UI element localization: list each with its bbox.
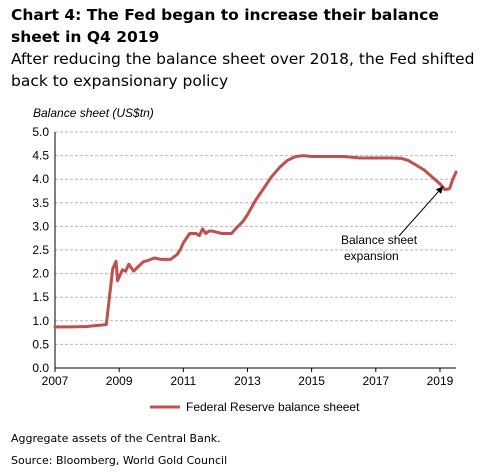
x-tick-label: 2007 — [42, 374, 69, 388]
footnote: Aggregate assets of the Central Bank. — [11, 432, 221, 445]
x-tick-label: 2019 — [427, 374, 454, 388]
annotation-arrowhead — [435, 186, 444, 194]
y-tick-label: 4.5 — [32, 149, 49, 163]
x-tick-label: 2017 — [362, 374, 389, 388]
y-tick-label: 4.0 — [32, 172, 49, 186]
y-tick-label: 1.5 — [32, 290, 49, 304]
series-group — [53, 154, 458, 329]
y-tick-labels: 0.0 0.5 1.0 1.5 2.0 2.5 3.0 3.5 4.0 4.5 5.0 — [32, 125, 49, 375]
y-tick-label: 2.5 — [32, 243, 49, 257]
y-tick-label: 2.0 — [32, 267, 49, 281]
x-tick-label: 2009 — [106, 374, 133, 388]
y-tick-label: 3.0 — [32, 219, 49, 233]
annotation-arrow-line — [398, 185, 444, 237]
chart-title: Chart 4: The Fed began to increase their… — [11, 6, 439, 46]
y-tick-label: 0.5 — [32, 337, 49, 351]
x-tick-label: 2013 — [234, 374, 261, 388]
legend[interactable]: Federal Reserve balance sheeet — [150, 400, 360, 414]
y-tick-label: 1.0 — [32, 314, 49, 328]
y-axis-title: Balance sheet (US$tn) — [33, 106, 154, 120]
y-tick-label: 3.5 — [32, 196, 49, 210]
annotation-line1: Balance sheet — [341, 233, 418, 247]
source-note: Source: Bloomberg, World Gold Council — [11, 454, 228, 467]
series-line — [53, 154, 458, 329]
axes — [54, 132, 456, 372]
x-tick-label: 2015 — [298, 374, 325, 388]
annotation-line2: expansion — [344, 249, 399, 263]
x-tick-label: 2011 — [170, 374, 196, 388]
y-tick-label: 0.0 — [32, 361, 49, 375]
annotation-group: Balance sheet expansion — [341, 185, 444, 263]
legend-label: Federal Reserve balance sheeet — [186, 400, 360, 414]
chart-subtitle: After reducing the balance sheet over 20… — [11, 50, 475, 90]
x-tick-labels: 2007 2009 2011 2013 2015 2017 2019 — [42, 374, 454, 388]
y-tick-label: 5.0 — [32, 125, 49, 139]
